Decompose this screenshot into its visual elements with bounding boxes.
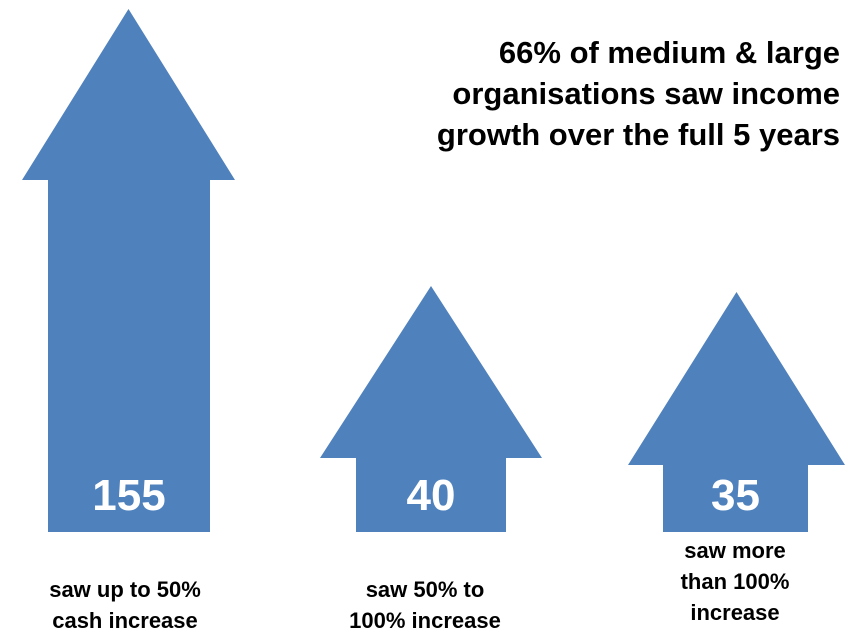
value-label: 40 <box>407 471 456 520</box>
headline: 66% of medium & large organisations saw … <box>370 32 840 155</box>
caption-50-to-100: saw 50% to 100% increase <box>305 574 545 636</box>
caption-line: saw more <box>615 535 854 566</box>
arrow-bar <box>22 9 235 532</box>
headline-line: organisations saw income <box>370 73 840 114</box>
caption-over-100: saw more than 100% increase <box>615 535 854 628</box>
headline-line: 66% of medium & large <box>370 32 840 73</box>
caption-line: cash increase <box>0 605 250 636</box>
value-label: 35 <box>711 471 760 520</box>
caption-line: 100% increase <box>305 605 545 636</box>
caption-line: than 100% <box>615 566 854 597</box>
headline-line: growth over the full 5 years <box>370 114 840 155</box>
caption-line: saw 50% to <box>305 574 545 605</box>
caption-up-to-50: saw up to 50% cash increase <box>0 574 250 636</box>
caption-line: saw up to 50% <box>0 574 250 605</box>
caption-line: increase <box>615 597 854 628</box>
value-label: 155 <box>92 471 165 520</box>
